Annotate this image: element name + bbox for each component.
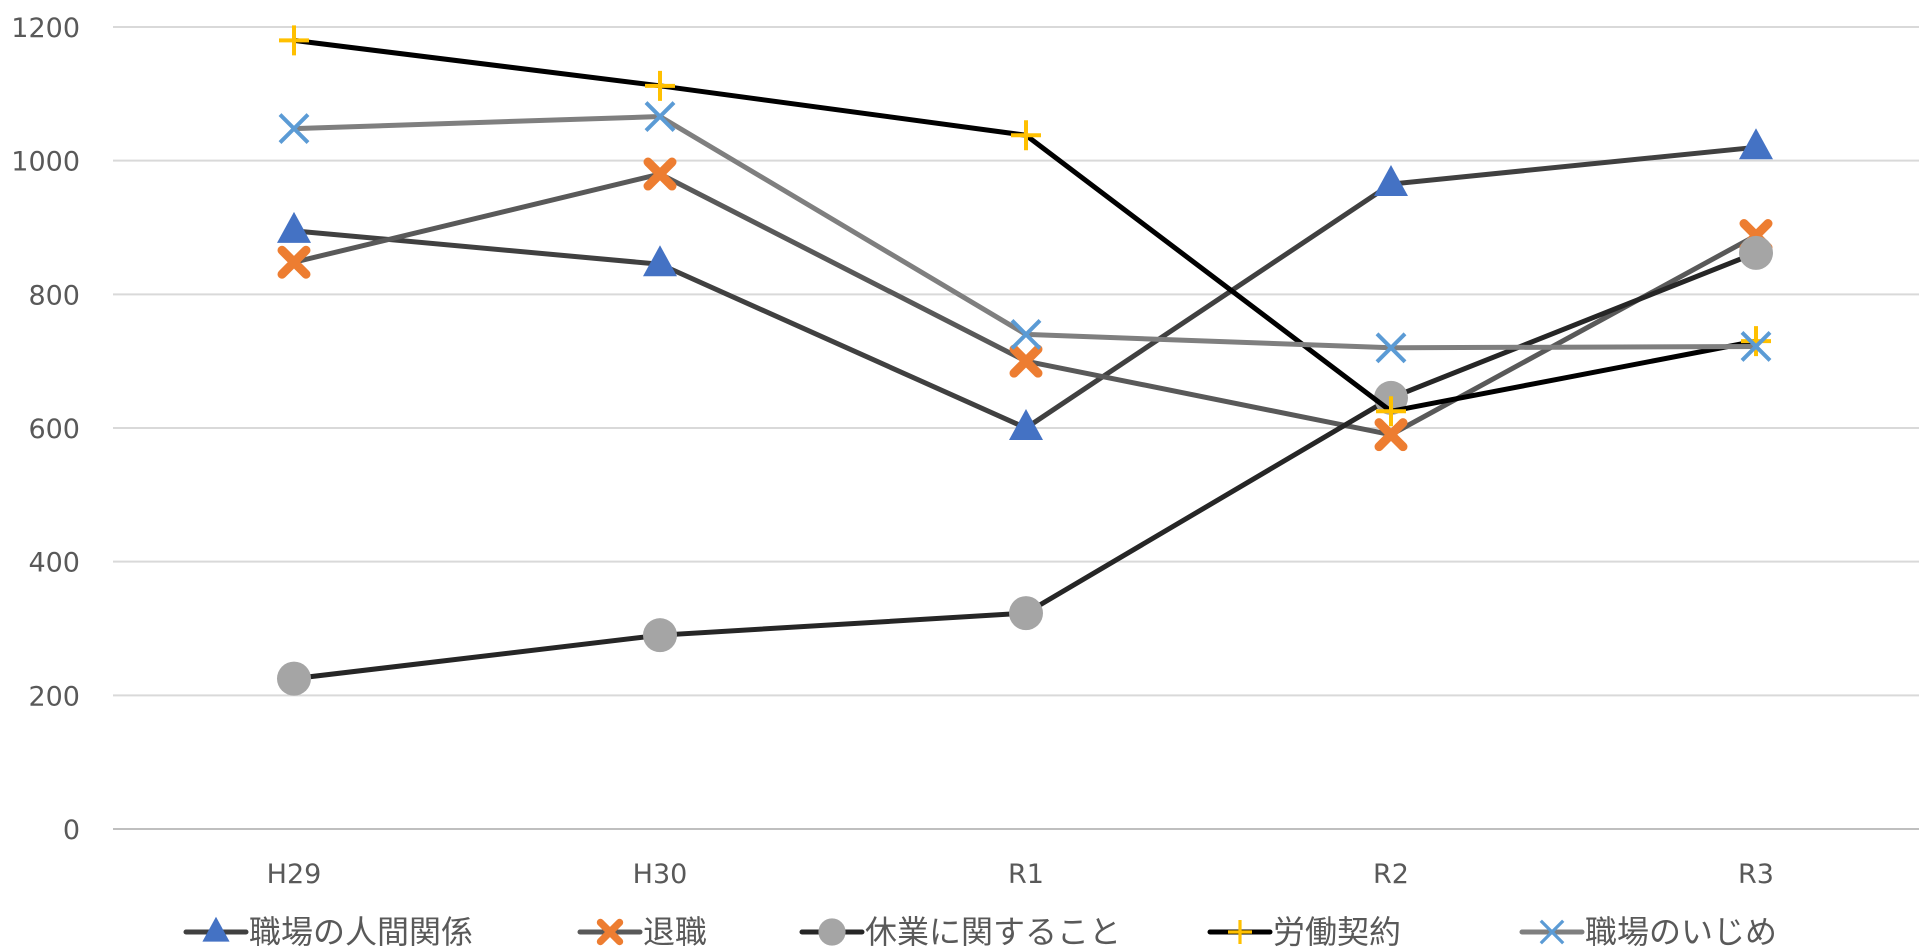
data-point-marker-shape	[279, 25, 309, 56]
data-point-marker-shape	[278, 113, 310, 145]
data-point-marker-shape	[1739, 128, 1773, 160]
x-tick-label: R3	[1738, 859, 1774, 890]
data-point-marker-shape	[277, 211, 311, 243]
data-point-marker-shape	[645, 70, 675, 101]
x-axis: H29 H30 R1 R2 R3	[267, 859, 1774, 890]
data-point-marker	[1009, 409, 1043, 440]
legend-item: 退職	[577, 913, 707, 947]
x-tick-label: R1	[1008, 859, 1044, 890]
legend-label: 労働契約	[1273, 913, 1401, 947]
data-point-marker	[1740, 331, 1772, 362]
data-point-marker	[1375, 332, 1407, 364]
y-tick-label: 800	[28, 280, 80, 311]
series-line	[291, 114, 1759, 351]
data-point-marker	[1741, 326, 1771, 357]
data-point-marker	[277, 661, 311, 696]
data-point-marker	[277, 245, 311, 279]
legend-marker-shape	[1539, 919, 1565, 945]
y-tick-label: 1200	[11, 13, 80, 44]
data-point-marker	[1010, 319, 1042, 350]
y-tick-label: 0	[63, 815, 80, 846]
y-axis: 0 200 400 600 800 1000 1200	[11, 13, 80, 846]
x-tick-label: R2	[1373, 859, 1409, 890]
y-tick-label: 1000	[11, 147, 80, 178]
data-point-marker-shape	[277, 661, 311, 696]
data-point-marker	[1374, 165, 1408, 197]
data-point-marker-shape	[1374, 418, 1408, 452]
data-point-marker-shape	[1376, 396, 1406, 427]
series-3	[277, 235, 1773, 696]
legend-marker	[596, 918, 624, 946]
y-tick-label: 600	[28, 414, 80, 445]
legend-item: 労働契約	[1207, 913, 1401, 947]
series-line	[291, 144, 1759, 431]
series-line	[291, 171, 1759, 438]
data-point-marker-shape	[643, 618, 677, 653]
data-point-marker	[1739, 128, 1773, 160]
x-tick-label: H30	[633, 859, 688, 890]
legend-label: 職場のいじめ	[1585, 913, 1777, 947]
data-point-marker	[1011, 120, 1041, 151]
series-group	[277, 25, 1773, 696]
legend-marker-shape	[1227, 919, 1253, 945]
x-tick-label: H29	[267, 859, 322, 890]
legend-marker-shape	[596, 918, 624, 946]
data-point-marker-shape	[1010, 319, 1042, 350]
legend-item: 休業に関すること	[799, 913, 1121, 947]
data-point-marker	[278, 113, 310, 145]
data-point-marker-shape	[1009, 409, 1043, 440]
data-point-marker-shape	[1374, 165, 1408, 197]
legend: 職場の人間関係 退職 休業に関すること 労働契約 職場のいじめ	[183, 913, 1777, 947]
data-point-marker-shape	[643, 245, 677, 277]
gridlines	[113, 26, 1919, 830]
data-point-marker-shape	[1009, 344, 1043, 378]
legend-marker-shape	[202, 916, 230, 942]
y-tick-label: 400	[28, 548, 80, 579]
data-point-marker-shape	[277, 245, 311, 279]
data-point-marker-shape	[1740, 331, 1772, 362]
data-point-marker	[643, 157, 677, 191]
data-point-marker	[1009, 344, 1043, 378]
legend-marker	[202, 916, 230, 942]
legend-marker	[1539, 919, 1565, 945]
data-point-marker-shape	[1739, 235, 1773, 270]
data-point-marker	[643, 618, 677, 653]
data-point-marker	[1739, 235, 1773, 270]
y-tick-label: 200	[28, 681, 80, 712]
data-point-marker	[277, 211, 311, 243]
legend-marker	[818, 918, 846, 946]
data-point-marker-shape	[1009, 596, 1043, 631]
data-point-marker-shape	[644, 101, 676, 132]
series-2	[277, 157, 1773, 452]
legend-marker-shape	[818, 918, 846, 946]
legend-marker	[1227, 919, 1253, 945]
data-point-marker-shape	[1741, 326, 1771, 357]
data-point-marker	[1374, 418, 1408, 452]
series-1	[277, 128, 1773, 440]
data-point-marker-shape	[1375, 332, 1407, 364]
legend-label: 休業に関すること	[865, 913, 1121, 947]
data-point-marker	[1009, 596, 1043, 631]
legend-label: 退職	[643, 913, 707, 947]
legend-item: 職場の人間関係	[183, 913, 473, 947]
data-point-marker	[279, 25, 309, 56]
data-point-marker	[644, 101, 676, 132]
data-point-marker	[645, 70, 675, 101]
legend-label: 職場の人間関係	[249, 913, 473, 947]
series-4	[279, 25, 1771, 427]
series-5	[278, 101, 1772, 364]
data-point-marker	[1376, 396, 1406, 427]
data-point-marker-shape	[643, 157, 677, 191]
data-point-marker-shape	[1011, 120, 1041, 151]
legend-item: 職場のいじめ	[1519, 913, 1777, 947]
data-point-marker	[643, 245, 677, 277]
